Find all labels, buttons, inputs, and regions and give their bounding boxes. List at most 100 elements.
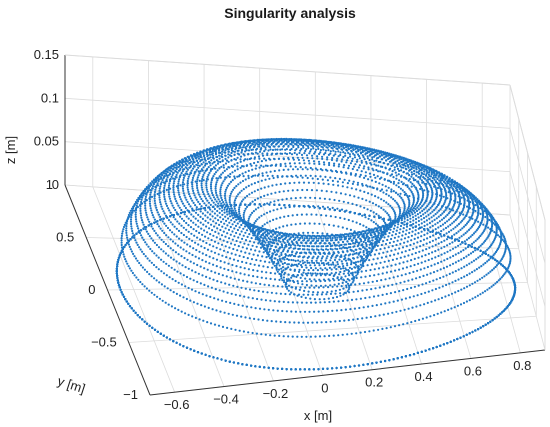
data-point [236, 165, 239, 168]
data-point [368, 154, 371, 157]
data-point [386, 154, 390, 157]
data-point [238, 191, 241, 194]
data-point [198, 193, 201, 196]
data-point [456, 217, 459, 220]
data-point [201, 175, 204, 178]
data-point [216, 179, 219, 182]
data-point [419, 187, 422, 191]
data-point [326, 169, 329, 172]
data-point [191, 181, 194, 184]
data-point [286, 138, 289, 141]
data-point [194, 217, 197, 220]
data-point [244, 196, 247, 199]
data-point [224, 149, 227, 152]
data-point [393, 168, 396, 171]
data-point [294, 197, 297, 200]
data-point [388, 154, 392, 157]
data-point [408, 162, 412, 166]
data-point [119, 288, 122, 291]
data-point [276, 208, 279, 211]
data-point [178, 195, 181, 199]
data-point [159, 176, 163, 179]
data-point [282, 144, 285, 148]
data-point [146, 257, 149, 260]
data-point [356, 169, 359, 172]
data-point [333, 162, 336, 165]
data-point [149, 223, 152, 226]
data-point [132, 252, 135, 255]
data-point [232, 145, 235, 148]
data-point [180, 200, 183, 203]
data-point [330, 272, 333, 275]
data-point [135, 220, 138, 223]
data-point [460, 186, 463, 189]
data-point [269, 210, 272, 213]
data-point [192, 215, 195, 218]
data-point [172, 191, 175, 194]
data-point [256, 140, 259, 143]
data-point [173, 180, 176, 183]
data-point [346, 145, 349, 148]
data-point [149, 195, 152, 199]
data-point [273, 140, 276, 143]
data-point [281, 148, 284, 151]
data-point [197, 208, 200, 211]
data-point [251, 148, 254, 151]
data-point [130, 213, 133, 217]
data-point [154, 202, 157, 205]
data-point [357, 260, 360, 263]
data-point [219, 188, 222, 191]
data-point [278, 255, 281, 258]
data-point [349, 228, 352, 231]
data-point [305, 141, 308, 144]
data-point [380, 176, 383, 179]
data-point [124, 298, 127, 301]
data-point [340, 160, 343, 163]
data-point [242, 213, 245, 216]
data-point [319, 149, 322, 152]
data-point [177, 182, 180, 185]
data-point [183, 204, 186, 207]
data-point [169, 221, 172, 224]
data-point [365, 160, 368, 163]
data-point [236, 156, 239, 159]
data-point [371, 158, 374, 161]
data-point [143, 225, 146, 229]
data-point [377, 170, 380, 173]
data-point [260, 164, 263, 167]
data-point [227, 150, 230, 153]
data-point [265, 171, 268, 174]
data-point [215, 177, 218, 180]
data-point [172, 188, 175, 191]
data-point [388, 156, 392, 159]
data-point [133, 255, 136, 258]
data-point [268, 203, 271, 206]
data-point [306, 139, 309, 142]
data-point [351, 281, 354, 284]
data-point [200, 227, 203, 230]
data-point [318, 162, 321, 166]
data-point [169, 238, 172, 241]
data-point [312, 160, 316, 163]
data-point [201, 188, 204, 191]
data-point [175, 164, 178, 167]
data-point [154, 186, 158, 189]
data-point [394, 171, 397, 174]
data-point [132, 234, 135, 237]
data-point [160, 248, 163, 251]
data-point [358, 164, 361, 167]
data-point [144, 241, 147, 244]
data-point [165, 172, 168, 176]
data-point [163, 184, 166, 187]
data-point [408, 174, 411, 177]
data-point [284, 139, 287, 142]
data-point [180, 239, 183, 242]
data-point [262, 165, 265, 168]
data-point [317, 205, 320, 208]
data-point [174, 218, 177, 221]
data-point [197, 166, 200, 169]
data-point [245, 205, 249, 208]
data-point [121, 250, 124, 254]
data-point [304, 196, 307, 199]
data-point [409, 160, 412, 163]
